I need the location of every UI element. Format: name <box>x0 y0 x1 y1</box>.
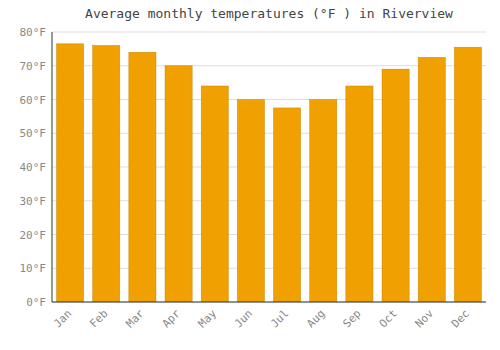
bar <box>274 108 301 302</box>
x-tick-label: Nov <box>413 307 437 331</box>
x-tick-label: Jan <box>51 307 74 330</box>
grid-line <box>52 32 486 33</box>
x-axis-line <box>52 302 486 303</box>
y-tick-label: 60°F <box>20 94 47 107</box>
y-tick-label: 70°F <box>20 60 47 73</box>
y-axis-line <box>52 32 53 302</box>
y-tick-label: 40°F <box>20 161 47 174</box>
bar <box>237 100 264 303</box>
bar <box>57 44 84 302</box>
bar <box>346 86 373 302</box>
chart-container: Average monthly temperatures (°F ) in Ri… <box>0 0 500 350</box>
grid-line <box>52 302 486 303</box>
y-tick-label: 10°F <box>20 262 47 275</box>
y-tick-label: 20°F <box>20 229 47 242</box>
bar <box>201 86 228 302</box>
chart-svg: Average monthly temperatures (°F ) in Ri… <box>0 0 500 350</box>
y-tick-label: 50°F <box>20 127 47 140</box>
bar <box>454 47 481 302</box>
bar <box>129 52 156 302</box>
x-tick-label: Jul <box>268 307 291 330</box>
x-tick-label: Oct <box>377 307 400 330</box>
grid <box>52 32 486 302</box>
x-tick-label: Mar <box>123 307 147 331</box>
bar <box>93 46 120 303</box>
x-tick-label: Sep <box>340 307 363 330</box>
bar <box>310 100 337 303</box>
y-axis: 0°F 10°F 20°F 30°F 40°F 50°F 60°F 70°F 80°F <box>20 26 47 309</box>
y-tick-label: 30°F <box>20 195 47 208</box>
x-tick-label: Dec <box>449 307 472 330</box>
x-tick-label: Feb <box>87 307 110 330</box>
x-tick-label: Apr <box>160 307 184 331</box>
y-tick-label: 80°F <box>20 26 47 39</box>
x-axis: Jan Feb Mar Apr May Jun Jul Aug Sep Oct Nov Dec <box>51 307 472 331</box>
y-tick-label: 0°F <box>26 296 46 309</box>
x-tick-label: Aug <box>304 307 327 330</box>
bar <box>165 66 192 302</box>
bars <box>57 44 482 302</box>
chart-title: Average monthly temperatures (°F ) in Ri… <box>85 6 453 21</box>
bar <box>418 57 445 302</box>
bar <box>382 69 409 302</box>
x-tick-label: Jun <box>232 307 255 330</box>
x-tick-label: May <box>196 307 220 331</box>
